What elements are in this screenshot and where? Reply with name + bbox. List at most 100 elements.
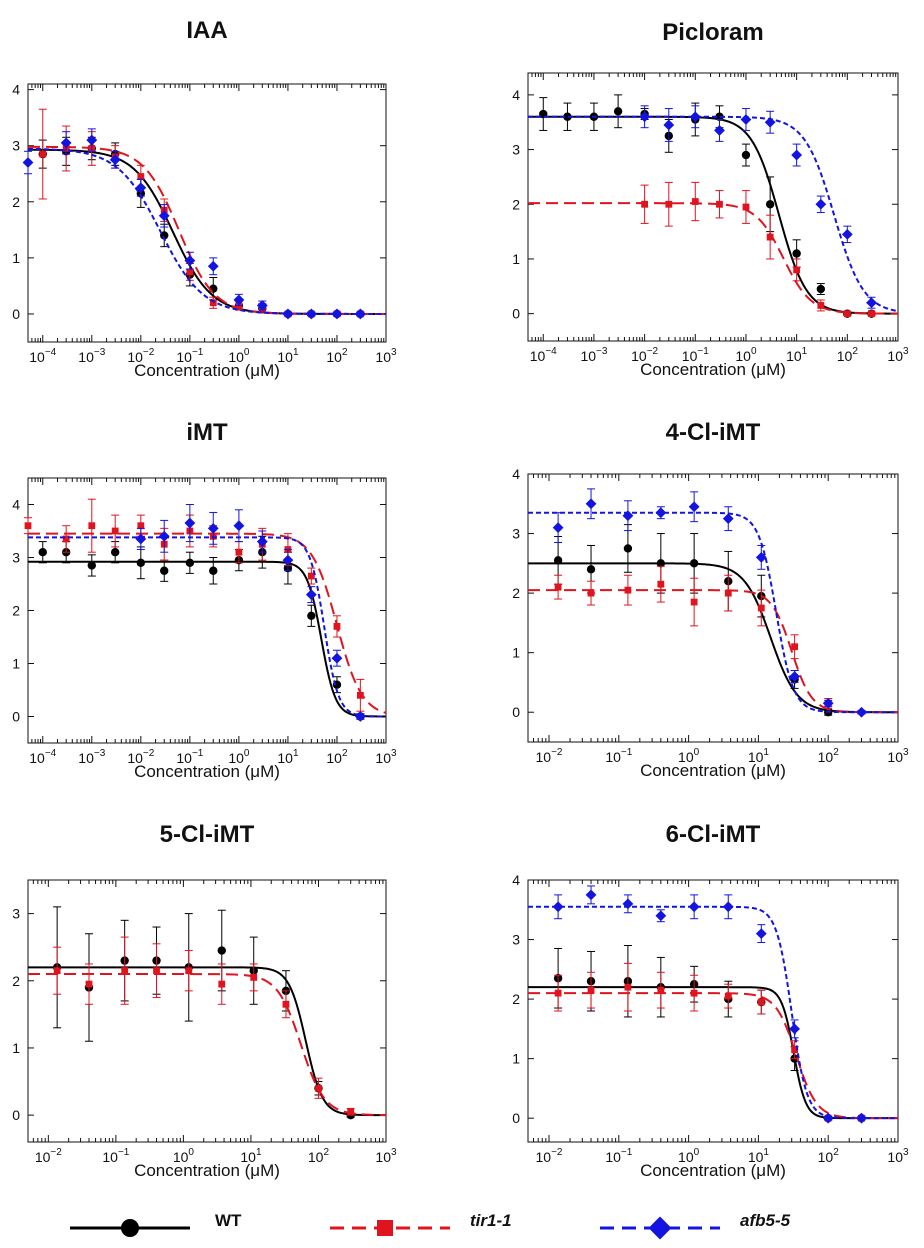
chart-panel-4: 5-Cl-iMT 0 1 2 3 10−2 10−1 100 101 102 103 Concentr… [12,821,397,1180]
data-point-tir1-1 [315,1084,322,1092]
x-tick-label: 101 [748,1147,770,1165]
legend-marker-afb5-5 [648,1216,672,1240]
data-point-afb5-5 [552,522,564,533]
legend-label-WT: WT [215,1211,242,1230]
data-point-WT [110,548,120,557]
data-point-afb5-5 [256,536,268,547]
data-point-WT [586,565,596,574]
data-point-tir1-1 [282,1000,290,1008]
x-tick-label: 102 [308,1147,330,1165]
data-point-afb5-5 [282,554,294,566]
x-tick-label: 10−2 [536,747,563,765]
x-tick-label: 101 [277,748,299,766]
y-tick-label: 4 [512,872,520,888]
y-tick-label: 3 [512,526,520,542]
series-afb5-5 [528,488,898,718]
data-point-tir1-1 [356,691,364,699]
data-point-WT [816,284,826,294]
data-point-tir1-1 [624,983,632,991]
y-tick-label: 0 [12,1107,20,1123]
data-point-WT [765,200,775,209]
data-point-tir1-1 [817,302,825,309]
data-point-tir1-1 [791,643,798,651]
legend: WT tir1-1 afb5-5 [70,1211,791,1240]
legend-marker-WT [121,1219,139,1237]
chart-panel-2: iMT 0 1 2 3 4 10−4 10−3 10−2 10−1 100 101 102 103 Conc… [12,419,397,781]
y-tick-label: 3 [12,550,20,566]
x-tick-label: 103 [887,747,909,765]
data-point-WT [87,561,96,570]
data-point-afb5-5 [552,901,564,913]
y-tick-label: 1 [512,251,520,267]
y-tick-label: 3 [512,142,520,158]
data-point-afb5-5 [305,589,317,600]
y-tick-label: 4 [12,82,20,98]
y-tick-label: 2 [12,603,20,619]
series-WT [28,906,386,1120]
data-point-afb5-5 [655,507,667,519]
series-afb5-5 [28,504,386,722]
data-point-afb5-5 [60,137,72,149]
x-tick-label: 10−2 [127,347,154,365]
data-point-tir1-1 [554,583,562,591]
y-tick-label: 3 [12,138,20,154]
fit-curve-afb5-5 [528,511,898,714]
data-point-afb5-5 [764,116,776,128]
data-point-tir1-1 [716,200,723,208]
x-tick-label: 10−4 [29,347,56,365]
y-tick-label: 2 [12,973,20,989]
data-point-tir1-1 [691,198,699,205]
data-point-tir1-1 [724,589,732,597]
plot-frame [27,879,387,1143]
x-tick-label: 103 [887,346,909,364]
data-point-tir1-1 [88,522,96,530]
data-point-afb5-5 [815,198,827,210]
x-tick-label: 100 [228,748,250,766]
series-afb5-5 [528,885,898,1124]
y-tick-label: 0 [12,306,20,322]
x-axis-label: Concentration (μM) [134,361,280,380]
fit-curve-tir1-1 [528,992,898,1120]
data-point-WT [623,544,633,553]
x-tick-label: 100 [678,747,700,765]
data-point-afb5-5 [722,513,734,525]
y-tick-label: 3 [512,932,520,948]
data-point-afb5-5 [622,898,634,910]
fit-curve-tir1-1 [28,532,386,714]
series-tir1-1 [528,565,898,714]
data-point-tir1-1 [690,989,698,997]
series-WT [28,535,386,721]
x-tick-label: 10−1 [605,1147,632,1165]
x-tick-label: 10−3 [78,748,105,766]
data-point-afb5-5 [184,255,196,267]
series-WT [528,524,898,717]
series-WT [528,945,898,1123]
data-point-afb5-5 [158,530,170,542]
data-point-tir1-1 [24,522,32,530]
data-point-tir1-1 [186,268,194,276]
data-point-WT [741,150,751,160]
data-point-afb5-5 [354,711,366,722]
y-tick-label: 0 [512,1110,520,1126]
data-point-afb5-5 [331,652,343,664]
data-point-afb5-5 [233,294,245,306]
x-tick-label: 102 [818,747,840,765]
series-WT [28,136,386,319]
series-tir1-1 [28,108,386,318]
x-tick-label: 10−1 [176,748,203,766]
data-point-afb5-5 [655,910,667,922]
data-point-afb5-5 [207,260,219,272]
data-point-tir1-1 [690,598,698,606]
fit-curve-WT [28,148,386,315]
fit-curve-tir1-1 [528,589,898,714]
x-tick-label: 10−3 [78,347,105,365]
x-tick-label: 10−1 [102,1147,129,1165]
data-point-afb5-5 [622,510,634,522]
data-point-afb5-5 [207,522,219,534]
data-point-tir1-1 [657,986,665,994]
x-axis-label: Concentration (μM) [640,360,786,379]
fit-curve-afb5-5 [28,147,386,315]
x-tick-label: 100 [678,1147,700,1165]
data-point-tir1-1 [39,150,47,158]
